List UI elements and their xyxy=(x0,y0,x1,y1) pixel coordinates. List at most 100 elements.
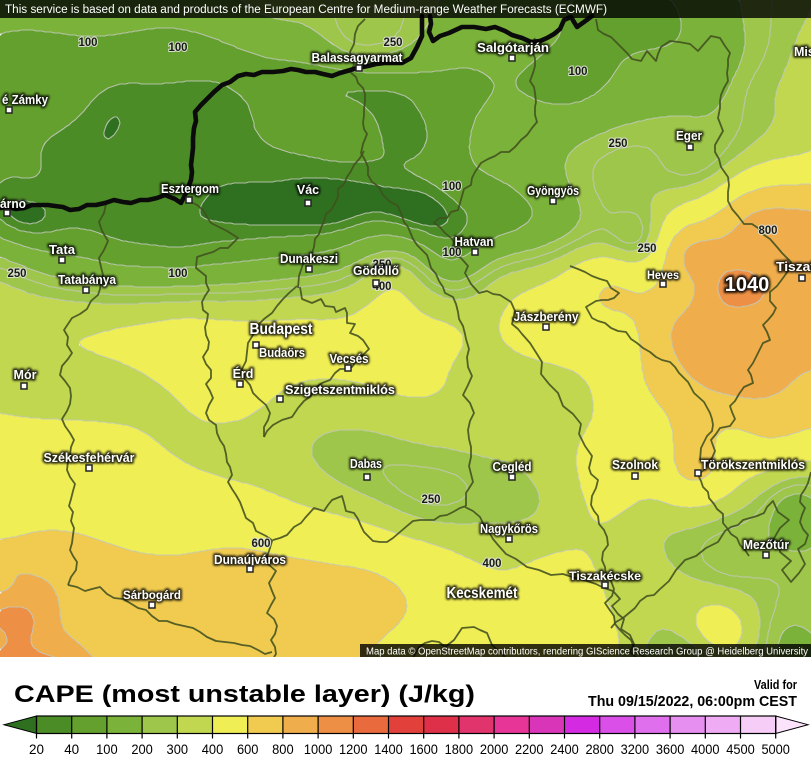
svg-text:Cegléd: Cegléd xyxy=(493,460,532,474)
svg-text:Tiszaf: Tiszaf xyxy=(776,260,811,274)
svg-text:2400: 2400 xyxy=(550,742,579,757)
svg-text:Tiszakécske: Tiszakécske xyxy=(569,571,641,583)
svg-text:Érd: Érd xyxy=(233,366,254,381)
svg-text:This service is based on data: This service is based on data and produc… xyxy=(5,4,607,16)
svg-text:600: 600 xyxy=(237,742,259,757)
svg-text:Dunakeszi: Dunakeszi xyxy=(280,252,338,266)
svg-text:Jászberény: Jászberény xyxy=(514,310,579,324)
svg-text:100: 100 xyxy=(96,742,118,757)
svg-text:5000: 5000 xyxy=(761,742,790,757)
svg-text:1040: 1040 xyxy=(725,274,770,296)
svg-text:Vecsés: Vecsés xyxy=(330,352,369,366)
svg-text:100: 100 xyxy=(443,245,462,259)
svg-text:Sárbogárd: Sárbogárd xyxy=(123,590,181,602)
svg-text:1400: 1400 xyxy=(374,742,403,757)
svg-text:600: 600 xyxy=(252,536,271,550)
svg-text:Budapest: Budapest xyxy=(250,321,313,338)
svg-text:2200: 2200 xyxy=(515,742,544,757)
svg-text:Esztergom: Esztergom xyxy=(161,182,219,196)
svg-text:Gyöngyös: Gyöngyös xyxy=(527,184,579,198)
svg-text:Vác: Vác xyxy=(297,183,319,197)
svg-text:Salgótarján: Salgótarján xyxy=(477,41,549,55)
svg-text:100: 100 xyxy=(79,35,98,49)
svg-text:Tatabánya: Tatabánya xyxy=(58,273,117,287)
svg-text:Gödöllő: Gödöllő xyxy=(353,264,399,278)
svg-text:Kecskemét: Kecskemét xyxy=(447,585,518,602)
svg-text:250: 250 xyxy=(422,492,441,506)
svg-text:Eger: Eger xyxy=(676,129,702,143)
svg-text:Mezőtúr: Mezőtúr xyxy=(743,538,789,552)
svg-text:Törökszentmiklós: Törökszentmiklós xyxy=(701,458,805,472)
svg-text:250: 250 xyxy=(8,266,27,280)
svg-text:100: 100 xyxy=(169,40,188,54)
svg-text:Map data © OpenStreetMap contr: Map data © OpenStreetMap contributors, r… xyxy=(366,647,808,658)
svg-text:Tiszakécske: Tiszakécske xyxy=(569,571,641,583)
svg-text:Érd: Érd xyxy=(233,366,254,381)
svg-text:Dunaújváros: Dunaújváros xyxy=(214,553,286,567)
svg-text:4500: 4500 xyxy=(726,742,755,757)
svg-text:Dunaújváros: Dunaújváros xyxy=(214,553,286,567)
svg-text:Mezőtúr: Mezőtúr xyxy=(743,538,789,552)
svg-text:Salgótarján: Salgótarján xyxy=(477,41,549,55)
svg-text:40: 40 xyxy=(64,742,79,757)
svg-text:Heves: Heves xyxy=(647,270,679,282)
svg-text:1000: 1000 xyxy=(304,742,333,757)
svg-text:4000: 4000 xyxy=(691,742,720,757)
svg-text:250: 250 xyxy=(373,257,392,271)
svg-text:Gödöllő: Gödöllő xyxy=(353,264,399,278)
svg-text:100: 100 xyxy=(569,64,588,78)
svg-text:800: 800 xyxy=(272,742,294,757)
svg-text:Tiszaf: Tiszaf xyxy=(776,260,811,274)
svg-text:3200: 3200 xyxy=(621,742,650,757)
svg-text:100: 100 xyxy=(443,179,462,193)
svg-text:200: 200 xyxy=(131,742,153,757)
svg-text:Dabas: Dabas xyxy=(350,457,382,471)
svg-text:Szigetszentmiklós: Szigetszentmiklós xyxy=(285,383,395,397)
svg-text:Dunakeszi: Dunakeszi xyxy=(280,252,338,266)
svg-text:20: 20 xyxy=(29,742,44,757)
svg-text:Székesfehérvár: Székesfehérvár xyxy=(44,451,135,465)
svg-text:1200: 1200 xyxy=(339,742,368,757)
svg-text:é Zámky: é Zámky xyxy=(2,93,48,107)
svg-text:árno: árno xyxy=(0,197,26,211)
svg-text:árno: árno xyxy=(0,197,26,211)
svg-text:250: 250 xyxy=(638,241,657,255)
svg-text:Eger: Eger xyxy=(676,129,702,143)
svg-text:Szolnok: Szolnok xyxy=(612,458,658,472)
svg-text:Tata: Tata xyxy=(49,243,76,257)
svg-text:Heves: Heves xyxy=(647,270,679,282)
svg-text:Sárbogárd: Sárbogárd xyxy=(123,590,181,602)
svg-text:Dabas: Dabas xyxy=(350,457,382,471)
svg-text:Mór: Mór xyxy=(14,368,37,382)
svg-text:2800: 2800 xyxy=(585,742,614,757)
svg-text:Esztergom: Esztergom xyxy=(161,182,219,196)
svg-text:Thu 09/15/2022, 06:00pm CEST: Thu 09/15/2022, 06:00pm CEST xyxy=(588,693,797,710)
svg-text:Mis: Mis xyxy=(794,45,811,59)
svg-text:250: 250 xyxy=(384,35,403,49)
svg-text:Tata: Tata xyxy=(49,243,76,257)
svg-text:Nagykőrös: Nagykőrös xyxy=(480,522,538,536)
svg-text:Gyöngyös: Gyöngyös xyxy=(527,184,579,198)
svg-text:Székesfehérvár: Székesfehérvár xyxy=(44,451,135,465)
svg-text:Cegléd: Cegléd xyxy=(493,460,532,474)
svg-text:Balassagyarmat: Balassagyarmat xyxy=(312,51,404,65)
svg-text:Nagykőrös: Nagykőrös xyxy=(480,522,538,536)
svg-text:Mis: Mis xyxy=(794,45,811,59)
svg-text:100: 100 xyxy=(169,266,188,280)
svg-text:1800: 1800 xyxy=(445,742,474,757)
svg-text:é Zámky: é Zámky xyxy=(2,93,48,107)
svg-text:CAPE (most unstable layer) (J/: CAPE (most unstable layer) (J/kg) xyxy=(14,681,475,708)
svg-text:Budaörs: Budaörs xyxy=(259,346,305,360)
svg-text:Vecsés: Vecsés xyxy=(330,352,369,366)
svg-text:Hatvan: Hatvan xyxy=(455,235,494,249)
svg-text:Mór: Mór xyxy=(14,368,37,382)
svg-text:2000: 2000 xyxy=(480,742,509,757)
svg-text:3600: 3600 xyxy=(656,742,685,757)
svg-text:Szigetszentmiklós: Szigetszentmiklós xyxy=(285,383,395,397)
svg-text:Budapest: Budapest xyxy=(250,321,313,338)
svg-text:Budaörs: Budaörs xyxy=(259,346,305,360)
svg-text:300: 300 xyxy=(167,742,189,757)
svg-text:Jászberény: Jászberény xyxy=(514,310,579,324)
svg-text:Törökszentmiklós: Törökszentmiklós xyxy=(701,458,805,472)
svg-text:1600: 1600 xyxy=(409,742,438,757)
